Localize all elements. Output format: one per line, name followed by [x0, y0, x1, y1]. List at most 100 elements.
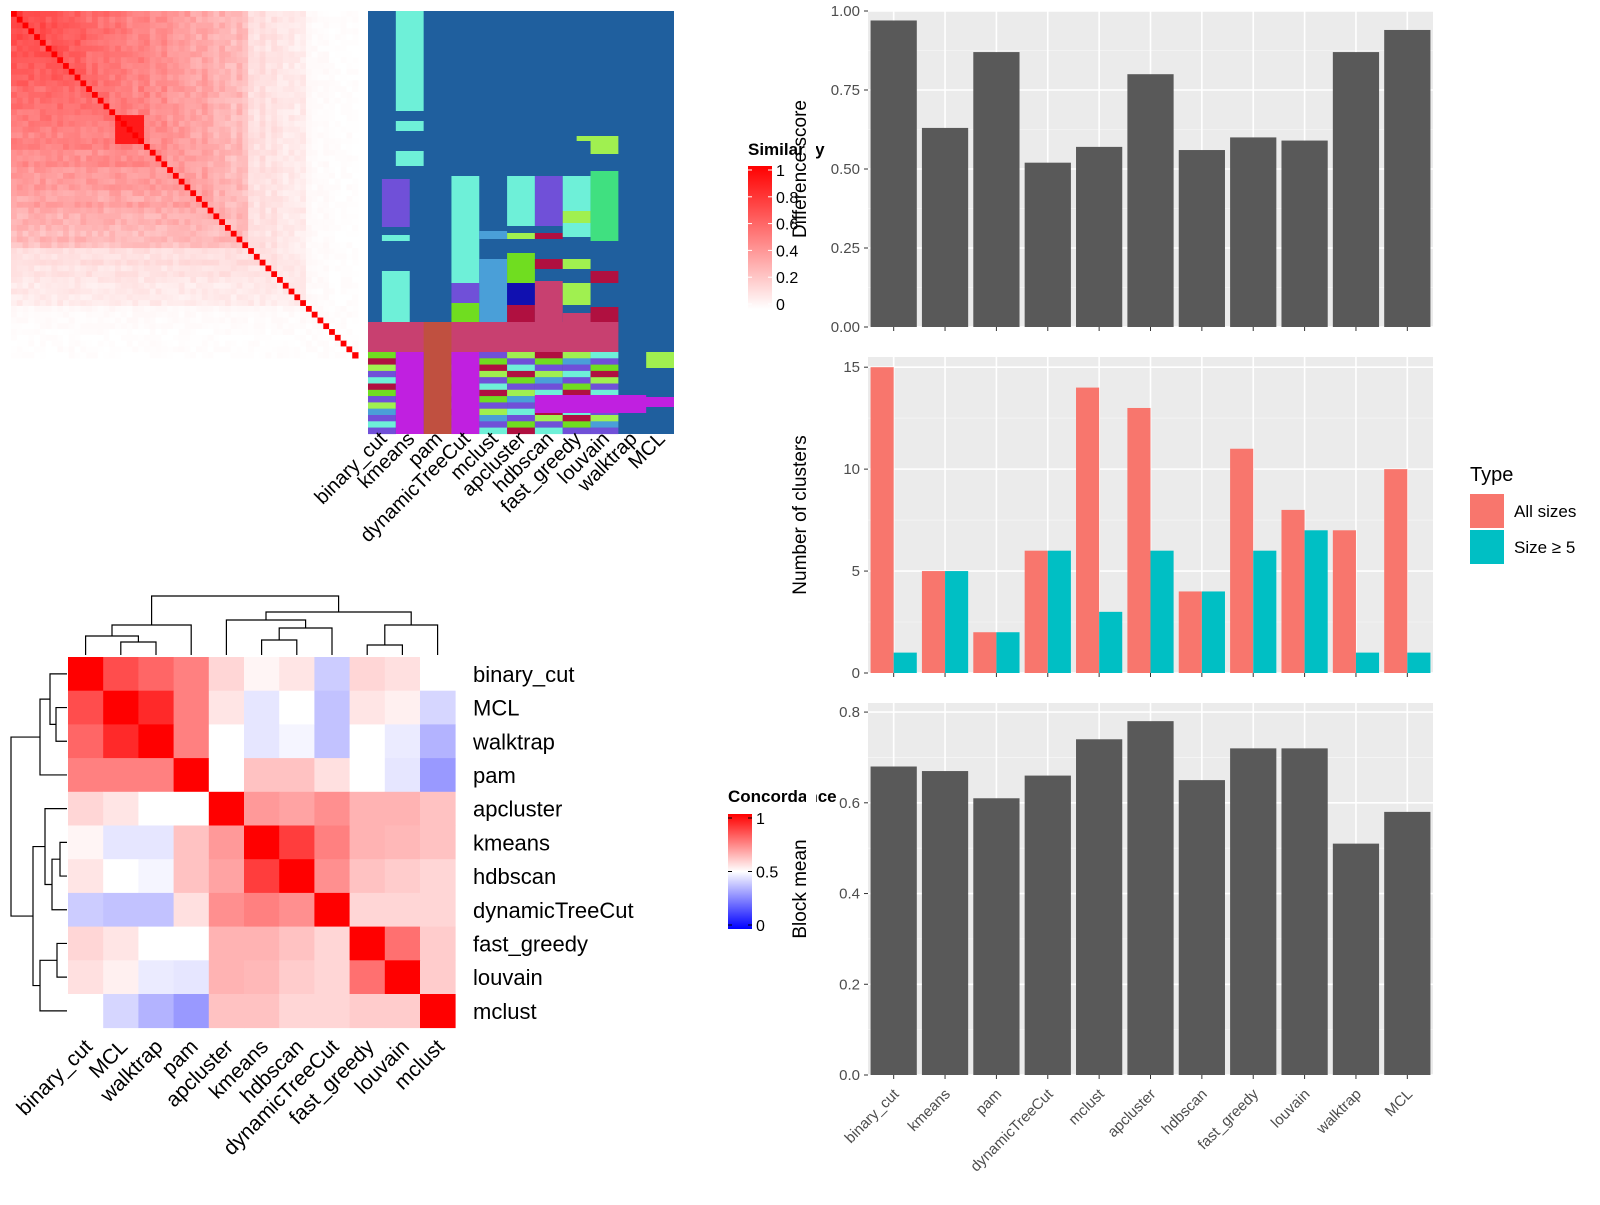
similarity-cell: [161, 57, 168, 64]
similarity-cell: [352, 190, 359, 197]
similarity-cell: [51, 207, 58, 214]
similarity-cell: [277, 288, 284, 295]
similarity-cell: [138, 248, 145, 255]
similarity-cell: [230, 39, 238, 47]
similarity-cell: [126, 51, 133, 58]
similarity-cell: [248, 253, 255, 261]
similarity-cell: [311, 155, 319, 162]
similarity-cell: [178, 219, 185, 226]
similarity-cell: [334, 28, 342, 35]
similarity-cell: [201, 352, 209, 359]
similarity-cell: [352, 86, 359, 93]
similarity-cell: [236, 144, 243, 151]
similarity-cell: [138, 352, 145, 359]
similarity-cell: [45, 300, 52, 307]
similarity-cell: [288, 57, 295, 64]
similarity-cell: [115, 190, 122, 197]
similarity-cell: [22, 138, 29, 145]
similarity-cell: [34, 236, 41, 243]
similarity-cell: [213, 334, 220, 342]
similarity-cell: [224, 51, 232, 58]
concordance-cell: [68, 960, 104, 995]
similarity-cell: [271, 323, 278, 330]
similarity-cell: [265, 253, 272, 261]
similarity-cell: [167, 196, 174, 203]
similarity-cell: [63, 248, 70, 255]
similarity-cell: [294, 28, 301, 35]
similarity-cell: [80, 236, 87, 243]
bar: [1178, 780, 1225, 1075]
similarity-cell: [172, 224, 180, 232]
similarity-cell: [323, 74, 330, 81]
similarity-cell: [219, 115, 226, 122]
similarity-cell: [161, 253, 168, 261]
similarity-cell: [219, 149, 226, 157]
similarity-cell: [323, 22, 330, 29]
similarity-cell: [190, 22, 197, 29]
similarity-cell: [242, 91, 249, 99]
similarity-cell: [334, 253, 342, 261]
similarity-cell: [207, 224, 214, 232]
similarity-cell: [45, 196, 52, 203]
similarity-cell: [248, 57, 255, 64]
similarity-cell: [11, 236, 18, 243]
similarity-cell: [242, 219, 249, 226]
dendrogram-branch: [366, 644, 403, 655]
similarity-cell: [63, 22, 70, 29]
similarity-cell: [178, 34, 185, 41]
similarity-cell: [68, 45, 76, 52]
similarity-cell: [346, 28, 353, 35]
similarity-cell: [172, 282, 180, 290]
similarity-cell: [132, 51, 139, 58]
similarity-cell: [219, 242, 226, 249]
similarity-cell: [271, 271, 278, 278]
similarity-cell: [340, 259, 347, 266]
similarity-cell: [51, 51, 58, 58]
similarity-cell: [259, 178, 266, 185]
similarity-cell: [103, 167, 110, 174]
similarity-cell: [311, 86, 319, 93]
similarity-cell: [86, 144, 93, 151]
similarity-cell: [259, 39, 266, 47]
similarity-cell: [11, 132, 18, 139]
similarity-cell: [74, 282, 81, 290]
similarity-cell: [201, 34, 209, 41]
similarity-cell: [253, 288, 261, 295]
similarity-cell: [57, 57, 64, 64]
similarity-cell: [74, 144, 81, 151]
similarity-cell: [340, 120, 347, 128]
similarity-cell: [294, 91, 301, 99]
similarity-cell: [282, 91, 290, 99]
similarity-cell: [138, 155, 145, 162]
similarity-cell: [16, 259, 24, 266]
similarity-cell: [51, 16, 58, 24]
dendrogram-branch: [59, 841, 67, 877]
similarity-cell: [184, 294, 191, 301]
cluster-stripe: [562, 389, 591, 397]
similarity-cell: [288, 259, 295, 266]
similarity-cell: [329, 138, 336, 145]
similarity-cell: [196, 178, 203, 185]
similarity-cell: [201, 155, 209, 162]
similarity-cell: [74, 74, 81, 81]
similarity-cell: [144, 57, 151, 64]
similarity-cell: [91, 230, 99, 238]
similarity-cell: [248, 277, 255, 284]
similarity-cell: [236, 132, 243, 139]
concordance-cell: [208, 994, 245, 1029]
similarity-cell: [190, 172, 197, 180]
similarity-cell: [352, 236, 359, 243]
similarity-cell: [207, 149, 214, 157]
similarity-cell: [294, 248, 301, 255]
similarity-cell: [219, 329, 226, 336]
similarity-cell: [323, 334, 330, 342]
similarity-cell: [16, 144, 24, 151]
similarity-cell: [39, 144, 47, 151]
similarity-cell: [109, 184, 116, 191]
similarity-cell: [271, 334, 278, 342]
similarity-cell: [115, 22, 122, 29]
similarity-cell: [201, 16, 209, 24]
similarity-cell: [282, 39, 290, 47]
similarity-cell: [317, 334, 324, 342]
